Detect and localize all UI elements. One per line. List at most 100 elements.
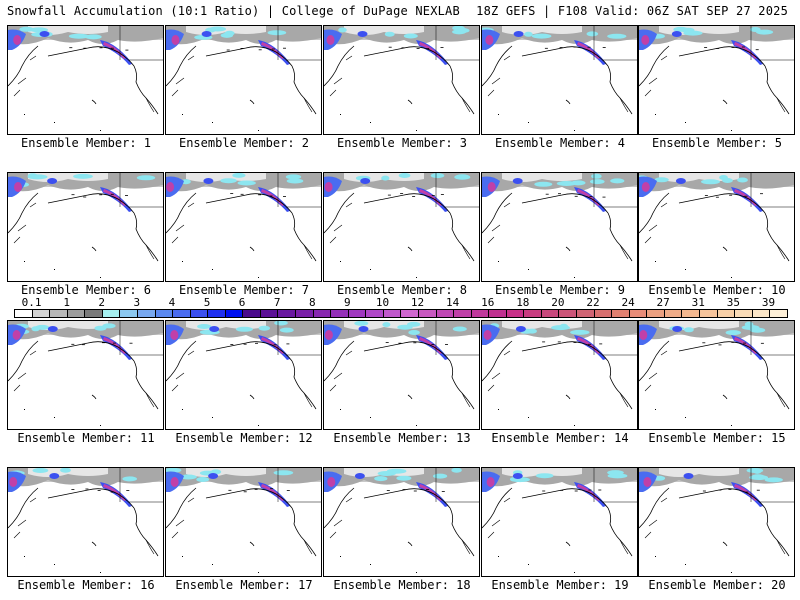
colorbar-tick-label: 18: [516, 296, 530, 309]
map-graphic: [166, 468, 321, 573]
colorbar-tick-label: 5: [203, 296, 211, 309]
colorbar-swatch: [173, 310, 191, 317]
colorbar-swatch: [471, 310, 490, 317]
colorbar-swatch: [418, 310, 437, 317]
ensemble-member-map: [165, 320, 322, 430]
colorbar-swatch: [348, 310, 367, 317]
ensemble-member-map: [638, 25, 795, 135]
colorbar-tick-label: 6: [238, 296, 246, 309]
map-graphic: [166, 26, 321, 131]
ensemble-member-map: [638, 467, 795, 577]
ensemble-member-label: Ensemble Member: 12: [175, 431, 313, 445]
colorbar-tick-label: 12: [410, 296, 425, 309]
model-run-valid-time: 18Z GEFS | F108 Valid: 06Z SAT SEP 27 20…: [476, 4, 788, 18]
ensemble-member-label: Ensemble Member: 5: [651, 136, 783, 150]
colorbar-tick-label: 9: [344, 296, 351, 309]
colorbar-tick-label: 20: [551, 296, 565, 309]
colorbar-swatch: [629, 310, 648, 317]
map-graphic: [482, 173, 637, 278]
ensemble-member-map: [165, 25, 322, 135]
ensemble-member-label: Ensemble Member: 13: [333, 431, 471, 445]
colorbar-swatch: [296, 310, 314, 317]
colorbar-swatch: [436, 310, 455, 317]
ensemble-member-map: [165, 172, 322, 282]
ensemble-member-map: [7, 172, 164, 282]
map-graphic: [324, 26, 479, 131]
ensemble-member-label: Ensemble Member: 2: [178, 136, 310, 150]
ensemble-member-label: Ensemble Member: 1: [20, 136, 152, 150]
colorbar-tick-label: 24: [621, 296, 635, 309]
map-title: Snowfall Accumulation (10:1 Ratio) | Col…: [7, 4, 460, 18]
colorbar-swatch: [717, 310, 736, 317]
colorbar-tick-label: 7: [273, 296, 281, 309]
map-graphic: [8, 173, 163, 278]
colorbar-swatch: [524, 310, 542, 317]
map-graphic: [166, 321, 321, 426]
colorbar-swatch: [190, 310, 209, 317]
ensemble-member-label: Ensemble Member: 9: [494, 283, 626, 297]
map-graphic: [324, 468, 479, 573]
colorbar-swatch: [454, 310, 472, 317]
ensemble-member-label: Ensemble Member: 14: [491, 431, 629, 445]
ensemble-member-label: Ensemble Member: 18: [333, 578, 471, 592]
colorbar-swatch: [278, 310, 296, 317]
colorbar-swatch: [155, 310, 174, 317]
map-graphic: [482, 26, 637, 131]
ensemble-member-map: [481, 25, 638, 135]
colorbar-swatch: [102, 310, 121, 317]
colorbar-swatch: [137, 310, 156, 317]
map-graphic: [166, 173, 321, 278]
ensemble-member-map: [7, 320, 164, 430]
ensemble-member-label: Ensemble Member: 3: [336, 136, 468, 150]
map-graphic: [482, 321, 637, 426]
map-graphic: [639, 173, 794, 278]
map-graphic: [324, 173, 479, 278]
colorbar-tick-label: 2: [98, 296, 106, 309]
ensemble-member-map: [481, 467, 638, 577]
colorbar-swatch: [541, 310, 560, 317]
colorbar-swatch: [682, 310, 700, 317]
colorbar-tick-label: 39: [761, 296, 776, 309]
colorbar-swatch: [120, 310, 138, 317]
colorbar-swatch: [770, 310, 787, 317]
ensemble-member-label: Ensemble Member: 4: [494, 136, 626, 150]
colorbar-tick-label: 14: [446, 296, 460, 309]
ensemble-member-map: [323, 172, 480, 282]
colorbar-swatch: [506, 310, 525, 317]
map-graphic: [639, 321, 794, 426]
colorbar-swatch: [612, 310, 630, 317]
colorbar-swatch: [383, 310, 402, 317]
ensemble-member-map: [7, 25, 164, 135]
colorbar-tick-label: 8: [308, 296, 316, 309]
colorbar-tick-label: 10: [375, 296, 390, 309]
colorbar-swatch: [366, 310, 384, 317]
ensemble-member-label: Ensemble Member: 19: [491, 578, 629, 592]
map-graphic: [8, 468, 163, 573]
ensemble-member-map: [638, 172, 795, 282]
colorbar-tick-label: 4: [168, 296, 176, 309]
colorbar-swatch: [85, 310, 103, 317]
ensemble-member-label: Ensemble Member: 20: [648, 578, 786, 592]
colorbar-swatch: [594, 310, 613, 317]
map-graphic: [482, 468, 637, 573]
ensemble-member-label: Ensemble Member: 17: [175, 578, 313, 592]
ensemble-member-map: [481, 172, 638, 282]
colorbar-tick-label: 35: [726, 296, 740, 309]
colorbar-swatch: [647, 310, 665, 317]
colorbar-tick-label: 31: [691, 296, 705, 309]
snowfall-colorbar: [14, 309, 788, 318]
map-graphic: [324, 321, 479, 426]
colorbar-swatch: [313, 310, 332, 317]
ensemble-member-label: Ensemble Member: 16: [17, 578, 155, 592]
colorbar-swatch: [699, 310, 718, 317]
colorbar-swatch: [50, 310, 68, 317]
colorbar-swatch: [208, 310, 226, 317]
colorbar-tick-label: 1: [63, 296, 70, 309]
colorbar-swatch: [735, 310, 753, 317]
ensemble-member-label: Ensemble Member: 7: [178, 283, 310, 297]
colorbar-swatch: [577, 310, 595, 317]
ensemble-member-map: [323, 25, 480, 135]
ensemble-member-label: Ensemble Member: 8: [336, 283, 468, 297]
colorbar-swatch: [559, 310, 577, 317]
colorbar-swatch: [32, 310, 51, 317]
